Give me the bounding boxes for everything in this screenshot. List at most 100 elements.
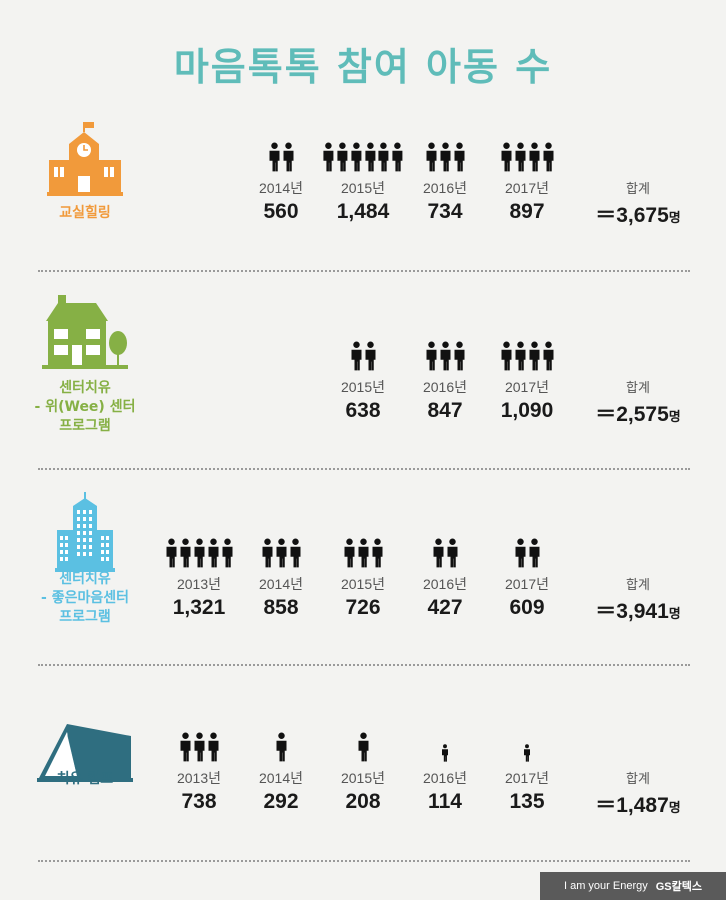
- person-icon: [364, 142, 375, 172]
- person-icon: [194, 538, 204, 568]
- person-figures: [322, 722, 404, 762]
- total-number: ＝2,575: [595, 403, 669, 426]
- category-label-line: - 좋은마음센터: [41, 590, 129, 606]
- category-label-line: 치유 캠프: [56, 771, 114, 787]
- participant-count: 897: [509, 200, 545, 223]
- person-figures: [158, 528, 240, 568]
- person-icon: [180, 538, 190, 568]
- total-number: ＝1,487: [595, 794, 669, 817]
- category-icon-wrap: [30, 295, 140, 373]
- person-figures: [322, 132, 404, 172]
- category-label-line: 센터치유: [59, 571, 111, 587]
- category-icon-wrap: [30, 720, 140, 786]
- year-column: 2013년 738: [158, 722, 240, 814]
- person-figures: [322, 528, 404, 568]
- year-column: 2013년 1,321: [158, 528, 240, 620]
- year-label: 2017년: [504, 379, 550, 395]
- participant-count: 726: [345, 596, 381, 619]
- participant-count: 560: [263, 200, 299, 223]
- year-label: 2014년: [258, 770, 304, 786]
- participant-count: 135: [509, 790, 545, 813]
- year-label: 2016년: [422, 576, 468, 592]
- person-icon: [440, 341, 450, 371]
- person-icon: [194, 732, 204, 762]
- total-number: ＝3,675: [595, 204, 669, 227]
- person-icon: [524, 744, 530, 762]
- person-figures: [486, 331, 568, 371]
- person-icon: [515, 142, 525, 172]
- school-building-icon: [47, 122, 123, 196]
- person-icon: [454, 341, 464, 371]
- year-label: 2017년: [504, 770, 550, 786]
- person-figures: [240, 132, 322, 172]
- year-column: 2016년 114: [404, 722, 486, 814]
- total-label: 합계: [626, 381, 650, 396]
- total-column: 합계 ＝1,487명: [588, 722, 688, 819]
- person-icon: [543, 142, 553, 172]
- person-icon: [529, 341, 539, 371]
- person-figures: [158, 722, 240, 762]
- year-column: 2015년 726: [322, 528, 404, 620]
- year-column: 2017년 135: [486, 722, 568, 814]
- year-column: 2014년 560: [240, 132, 322, 224]
- office-tower-icon: [55, 492, 115, 572]
- category-label: 교실힐링: [30, 204, 140, 223]
- person-icon: [276, 538, 286, 568]
- person-icon: [447, 538, 457, 568]
- total-number: ＝3,941: [595, 600, 669, 623]
- person-figures: [322, 331, 404, 371]
- page-title: 마음톡톡 참여 아동 수: [173, 45, 553, 89]
- participant-count: 208: [345, 790, 381, 813]
- person-icon: [426, 341, 436, 371]
- person-icon: [515, 538, 525, 568]
- category-label-line: 프로그램: [59, 418, 111, 434]
- divider: [38, 664, 690, 666]
- year-column: 2016년 427: [404, 528, 486, 620]
- person-icon: [440, 142, 450, 172]
- total-unit: 명: [668, 211, 681, 226]
- participant-count: 1,321: [172, 596, 226, 619]
- person-figures: [240, 528, 322, 568]
- participant-count: 114: [428, 790, 462, 813]
- participant-count: 734: [427, 200, 463, 223]
- category-label-line: 센터치유: [59, 380, 111, 396]
- category-label-line: - 위(Wee) 센터: [34, 399, 136, 415]
- person-icon: [269, 142, 279, 172]
- year-label: 2014년: [258, 180, 304, 196]
- person-icon: [378, 142, 389, 172]
- participant-count: 1,484: [336, 200, 390, 223]
- category-label-line: 교실힐링: [59, 205, 111, 221]
- total-unit: 명: [668, 607, 681, 622]
- person-icon: [426, 142, 436, 172]
- person-icon: [208, 538, 218, 568]
- person-icon: [344, 538, 354, 568]
- year-label: 2015년: [340, 180, 386, 196]
- person-icon: [543, 341, 553, 371]
- total-column: 합계 ＝2,575명: [588, 331, 688, 428]
- total-unit: 명: [668, 410, 681, 425]
- total-column: 합계 ＝3,941명: [588, 528, 688, 625]
- person-icon: [358, 732, 368, 762]
- person-icon: [358, 538, 368, 568]
- year-label: 2016년: [422, 379, 468, 395]
- total-value: ＝3,675명: [588, 199, 688, 229]
- total-value: ＝1,487명: [588, 789, 688, 819]
- person-icon: [262, 538, 272, 568]
- person-icon: [454, 142, 464, 172]
- participant-count: 427: [427, 596, 463, 619]
- footer-brand-bar: I am your Energy GS칼텍스: [540, 872, 726, 900]
- person-icon: [337, 142, 348, 172]
- person-figures: [404, 528, 486, 568]
- person-icon: [529, 538, 539, 568]
- total-value: ＝3,941명: [588, 595, 688, 625]
- person-icon: [222, 538, 232, 568]
- person-icon: [501, 341, 511, 371]
- person-icon: [290, 538, 300, 568]
- year-label: 2014년: [258, 576, 304, 592]
- person-icon: [208, 732, 218, 762]
- section-wee-center: 센터치유 - 위(Wee) 센터 프로그램 2015년 638 2016년 847 2017년…: [0, 295, 726, 465]
- section-classroom-healing: 교실힐링 2014년 560 2015년 1,484 2016년 734 2017년 897 합계…: [0, 120, 726, 270]
- year-label: 2015년: [340, 576, 386, 592]
- category-label-line: 프로그램: [59, 609, 111, 625]
